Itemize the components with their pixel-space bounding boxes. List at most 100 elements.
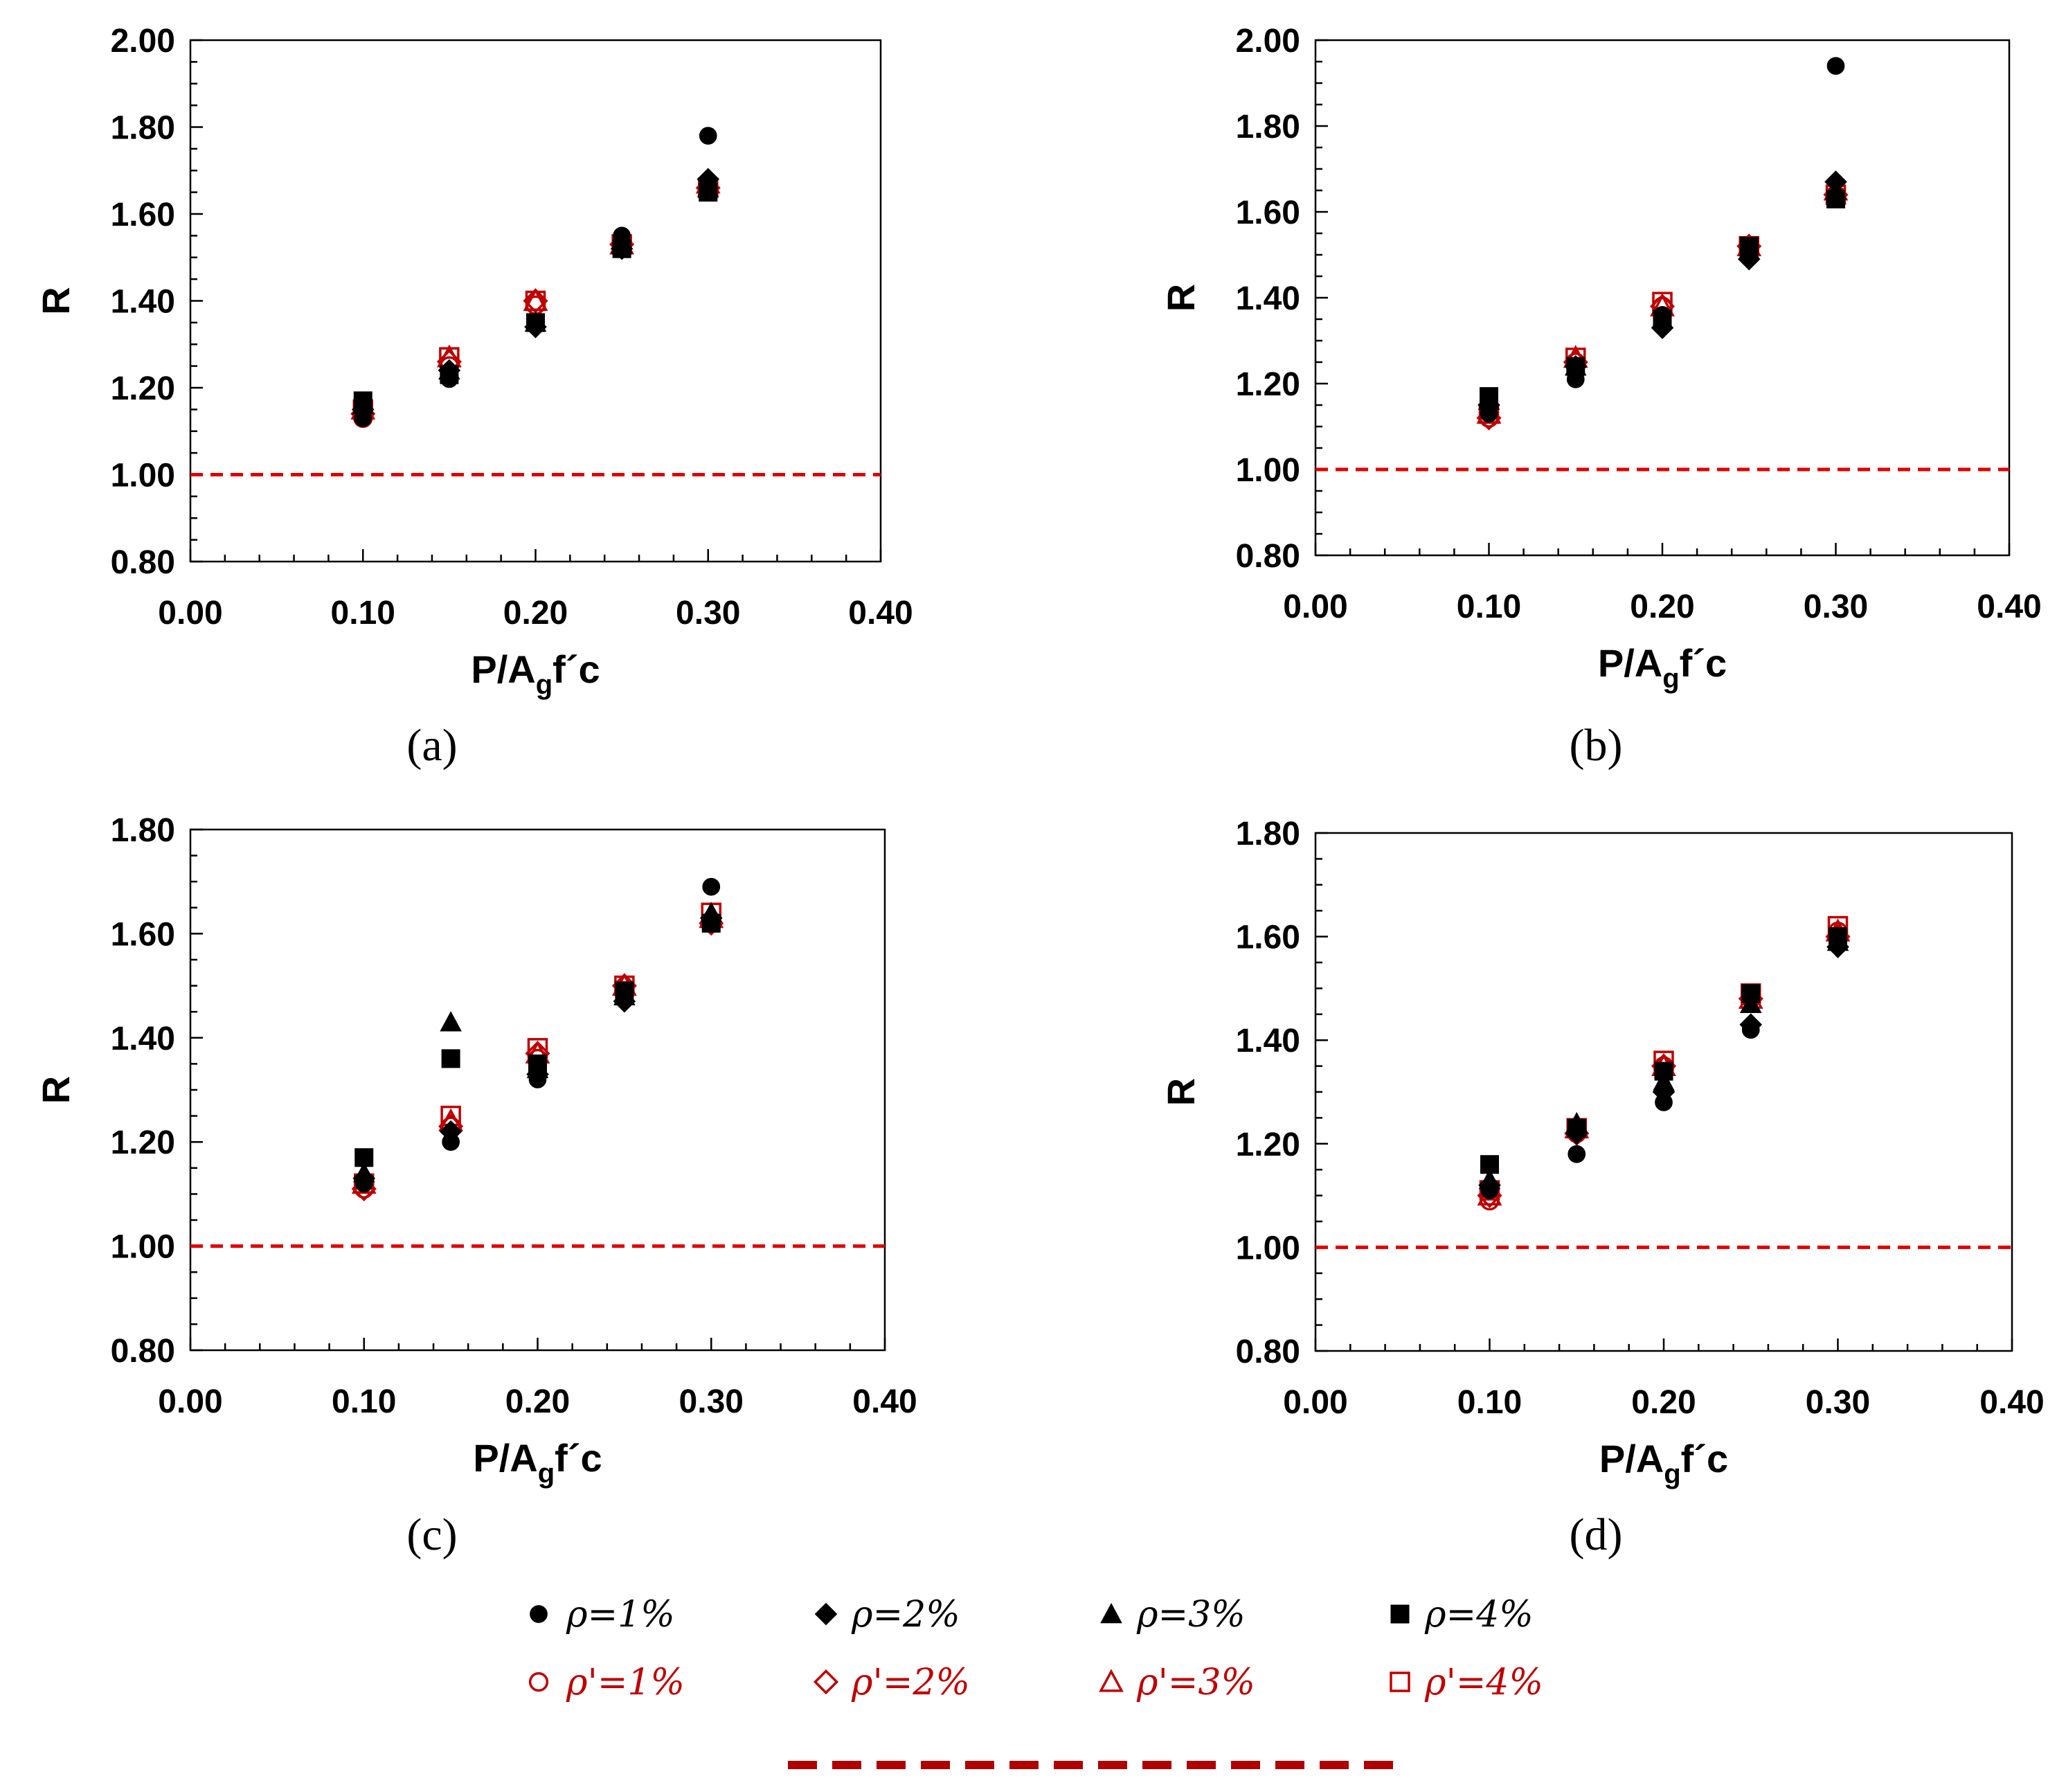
legend-label: ρ=1% (566, 1594, 675, 1636)
y-tick-label: 1.20 (1236, 1127, 1300, 1163)
y-tick-label: 0.80 (1236, 538, 1300, 575)
data-point (1651, 316, 1674, 339)
x-tick-label: 0.20 (1630, 589, 1694, 625)
data-point (1480, 404, 1498, 423)
y-tick-label: 0.80 (111, 544, 175, 581)
data-point (354, 1174, 373, 1193)
x-axis-title-main: P/A (473, 1436, 537, 1480)
data-point (1741, 1021, 1760, 1039)
panel-b: 0.00 0.10 0.20 0.30 0.40 0.80 1.00 1.20 1.40 1.60… (1159, 23, 2042, 771)
data-point (440, 1011, 462, 1032)
panel-label: (c) (406, 1509, 457, 1560)
x-axis-title-tail: f´c (1680, 641, 1727, 685)
y-tick-label: 1.00 (111, 1229, 175, 1266)
y-tick-label: 1.00 (1236, 452, 1300, 489)
x-axis-title-subscript: g (536, 670, 553, 700)
y-tick-label: 1.80 (1236, 109, 1300, 145)
y-axis-title: R (1159, 1078, 1203, 1106)
x-axis-title-main: P/A (1598, 641, 1662, 685)
panel-a: 0.00 0.10 0.20 0.30 0.40 0.80 1.00 1.20 1.40 1.60… (34, 23, 913, 771)
y-tick-label: 1.40 (111, 284, 175, 321)
data-point (1826, 57, 1845, 75)
y-tick-label: 1.80 (1236, 816, 1300, 852)
y-tick-label: 2.00 (111, 23, 175, 60)
y-tick-label: 1.20 (1236, 366, 1300, 403)
legend-marker (530, 1605, 548, 1623)
data-point (1568, 1145, 1586, 1163)
panel-label: (a) (406, 720, 457, 771)
data-point (613, 226, 631, 245)
x-axis-title: P/Agf´c (1599, 1437, 1728, 1489)
data-point (1566, 370, 1585, 388)
x-axis-title: P/Agf´c (1598, 641, 1727, 694)
data-point (1655, 1093, 1673, 1111)
legend-marker (1100, 1602, 1122, 1624)
x-axis-title-tail: f´c (553, 647, 600, 691)
y-tick-label: 1.60 (111, 197, 175, 233)
data-point (699, 906, 723, 930)
x-axis-title-tail: f´c (1681, 1437, 1728, 1480)
y-tick-label: 1.60 (1236, 195, 1300, 231)
x-axis-title-subscript: g (1664, 1459, 1680, 1489)
data-point (699, 127, 717, 145)
legend-label: ρ'=2% (851, 1662, 970, 1703)
data-point (1480, 1181, 1499, 1199)
legend-marker (813, 1669, 839, 1695)
x-axis-title-subscript: g (538, 1458, 555, 1489)
x-tick-label: 0.30 (676, 595, 740, 631)
data-point (528, 1070, 547, 1088)
data-point (1653, 305, 1671, 324)
x-tick-label: 0.10 (331, 595, 395, 631)
x-tick-label: 0.20 (1631, 1384, 1696, 1421)
y-tick-label: 0.80 (111, 1333, 175, 1370)
data-point (441, 1049, 460, 1068)
data-point (1739, 992, 1762, 1014)
y-axis-title: R (34, 287, 78, 314)
panel-label: (d) (1570, 1509, 1623, 1560)
data-point (526, 314, 545, 332)
x-axis-title-subscript: g (1662, 663, 1679, 694)
legend-label: ρ=2% (851, 1594, 960, 1636)
x-tick-label: 0.10 (332, 1383, 396, 1420)
y-tick-label: 1.40 (111, 1021, 175, 1057)
data-point (1829, 933, 1847, 951)
x-tick-label: 0.10 (1457, 1384, 1522, 1421)
x-tick-label: 0.10 (1457, 589, 1521, 625)
panel-c: 0.00 0.10 0.20 0.30 0.40 0.80 1.00 1.20 1.40 1.60… (34, 812, 917, 1560)
y-tick-label: 1.20 (111, 1125, 175, 1161)
x-tick-label: 0.20 (503, 595, 568, 631)
data-point (440, 370, 458, 388)
legend-marker (814, 1602, 838, 1626)
x-tick-label: 0.00 (158, 1383, 222, 1420)
y-tick-label: 2.00 (1236, 23, 1300, 60)
x-tick-label: 0.00 (158, 595, 222, 631)
y-tick-label: 1.20 (111, 370, 175, 407)
legend-marker (1390, 1604, 1410, 1624)
data-point (1824, 170, 1847, 193)
plot-frame (189, 39, 882, 563)
x-tick-label: 0.40 (1979, 1384, 2044, 1421)
data-point (442, 1133, 460, 1152)
data-point (702, 877, 721, 896)
x-tick-label: 0.40 (1977, 589, 2041, 625)
plot-frame (189, 828, 886, 1352)
data-point (525, 290, 546, 312)
y-tick-label: 1.40 (1236, 1023, 1300, 1059)
y-tick-label: 0.80 (1236, 1334, 1300, 1370)
y-axis-title: R (1159, 284, 1203, 312)
y-tick-label: 1.80 (111, 812, 175, 849)
y-tick-label: 1.60 (111, 916, 175, 953)
legend-label: ρ'=3% (1136, 1662, 1255, 1703)
x-axis-title: P/Agf´c (473, 1436, 602, 1489)
legend-marker (1390, 1672, 1410, 1692)
x-tick-label: 0.20 (505, 1383, 570, 1420)
x-tick-label: 0.40 (848, 595, 913, 631)
legend-label: ρ'=4% (1424, 1662, 1543, 1703)
y-tick-label: 1.00 (111, 458, 175, 494)
data-point (1565, 1122, 1588, 1145)
data-point (616, 987, 634, 1005)
legend-label: ρ=4% (1424, 1594, 1534, 1636)
x-axis-title-main: P/A (471, 647, 535, 691)
y-tick-label: 1.60 (1236, 920, 1300, 956)
